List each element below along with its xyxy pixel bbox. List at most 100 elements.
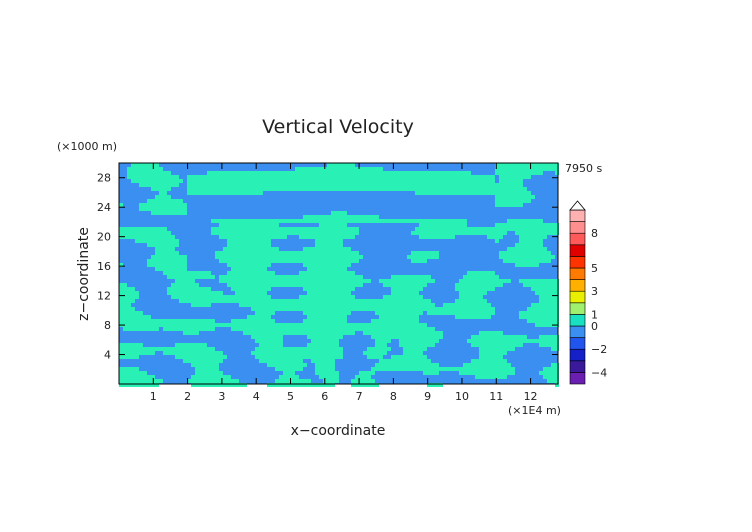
field-cell-positive <box>251 231 255 235</box>
field-cell-positive <box>351 219 355 223</box>
field-cell-positive <box>187 175 191 179</box>
field-cell-positive <box>183 291 187 295</box>
field-cell-positive <box>351 255 355 259</box>
field-cell-positive <box>347 215 351 219</box>
field-cell-positive <box>475 231 479 235</box>
field-cell-positive <box>451 219 455 223</box>
field-cell-positive <box>391 315 395 319</box>
field-cell-positive <box>407 171 411 175</box>
field-cell-positive <box>343 319 347 323</box>
field-cell-positive <box>455 219 459 223</box>
field-cell-positive <box>207 299 211 303</box>
field-cell-positive <box>311 283 315 287</box>
field-cell-positive <box>275 327 279 331</box>
field-cell-positive <box>463 227 467 231</box>
field-cell-positive <box>155 263 159 267</box>
field-cell-positive <box>335 315 339 319</box>
field-cell-positive <box>215 375 219 379</box>
field-cell-positive <box>519 163 523 167</box>
field-cell-positive <box>427 331 431 335</box>
field-cell-positive <box>423 307 427 311</box>
field-cell-positive <box>255 247 259 251</box>
field-cell-positive <box>339 279 343 283</box>
field-cell-positive <box>263 303 267 307</box>
field-cell-positive <box>331 279 335 283</box>
field-cell-positive <box>335 295 339 299</box>
field-cell-positive <box>339 267 343 271</box>
field-cell-positive <box>275 251 279 255</box>
field-cell-positive <box>315 183 319 187</box>
field-cell-positive <box>323 351 327 355</box>
field-cell-positive <box>463 231 467 235</box>
field-cell-positive <box>447 307 451 311</box>
field-cell-positive <box>487 287 491 291</box>
field-cell-positive <box>367 371 371 375</box>
field-cell-positive <box>183 259 187 263</box>
field-cell-positive <box>327 171 331 175</box>
field-cell-positive <box>555 299 559 303</box>
field-cell-positive <box>335 331 339 335</box>
field-cell-positive <box>171 271 175 275</box>
field-cell-positive <box>119 311 123 315</box>
field-cell-positive <box>287 351 291 355</box>
field-cell-positive <box>283 371 287 375</box>
field-cell-positive <box>463 363 467 367</box>
field-cell-positive <box>275 279 279 283</box>
field-cell-positive <box>447 183 451 187</box>
field-cell-positive <box>395 307 399 311</box>
field-cell-positive <box>411 231 415 235</box>
field-cell-positive <box>259 251 263 255</box>
field-cell-positive <box>295 259 299 263</box>
field-cell-positive <box>119 291 123 295</box>
field-cell-positive <box>203 355 207 359</box>
field-cell-positive <box>227 383 231 387</box>
field-cell-positive <box>203 367 207 371</box>
field-cell-positive <box>263 307 267 311</box>
field-cell-positive <box>295 323 299 327</box>
field-cell-positive <box>311 183 315 187</box>
field-cell-positive <box>215 227 219 231</box>
field-cell-positive <box>215 323 219 327</box>
field-cell-positive <box>375 171 379 175</box>
field-cell-positive <box>171 259 175 263</box>
field-cell-positive <box>467 339 471 343</box>
field-cell-positive <box>163 199 167 203</box>
field-cell-positive <box>151 255 155 259</box>
field-cell-positive <box>331 211 335 215</box>
field-cell-positive <box>311 307 315 311</box>
field-cell-positive <box>499 375 503 379</box>
field-cell-positive <box>119 315 123 319</box>
field-cell-positive <box>291 275 295 279</box>
field-cell-positive <box>263 347 267 351</box>
field-cell-positive <box>419 323 423 327</box>
field-cell-positive <box>507 347 511 351</box>
field-cell-positive <box>199 275 203 279</box>
field-cell-positive <box>251 175 255 179</box>
field-cell-positive <box>271 283 275 287</box>
field-cell-positive <box>459 371 463 375</box>
field-cell-positive <box>347 175 351 179</box>
field-cell-positive <box>247 231 251 235</box>
field-cell-positive <box>311 219 315 223</box>
field-cell-positive <box>547 227 551 231</box>
field-cell-positive <box>239 171 243 175</box>
field-cell-positive <box>255 223 259 227</box>
field-cell-positive <box>399 327 403 331</box>
field-cell-positive <box>495 335 499 339</box>
field-cell-positive <box>343 175 347 179</box>
field-cell-positive <box>367 323 371 327</box>
field-cell-positive <box>239 227 243 231</box>
field-cell-positive <box>411 283 415 287</box>
field-cell-positive <box>235 327 239 331</box>
field-cell-positive <box>503 191 507 195</box>
field-cell-positive <box>127 235 131 239</box>
field-cell-positive <box>155 379 159 383</box>
field-cell-positive <box>491 271 495 275</box>
field-cell-positive <box>263 171 267 175</box>
field-cell-positive <box>399 315 403 319</box>
field-cell-positive <box>279 219 283 223</box>
field-cell-positive <box>219 299 223 303</box>
field-cell-positive <box>343 315 347 319</box>
field-cell-positive <box>163 347 167 351</box>
field-cell-positive <box>531 167 535 171</box>
